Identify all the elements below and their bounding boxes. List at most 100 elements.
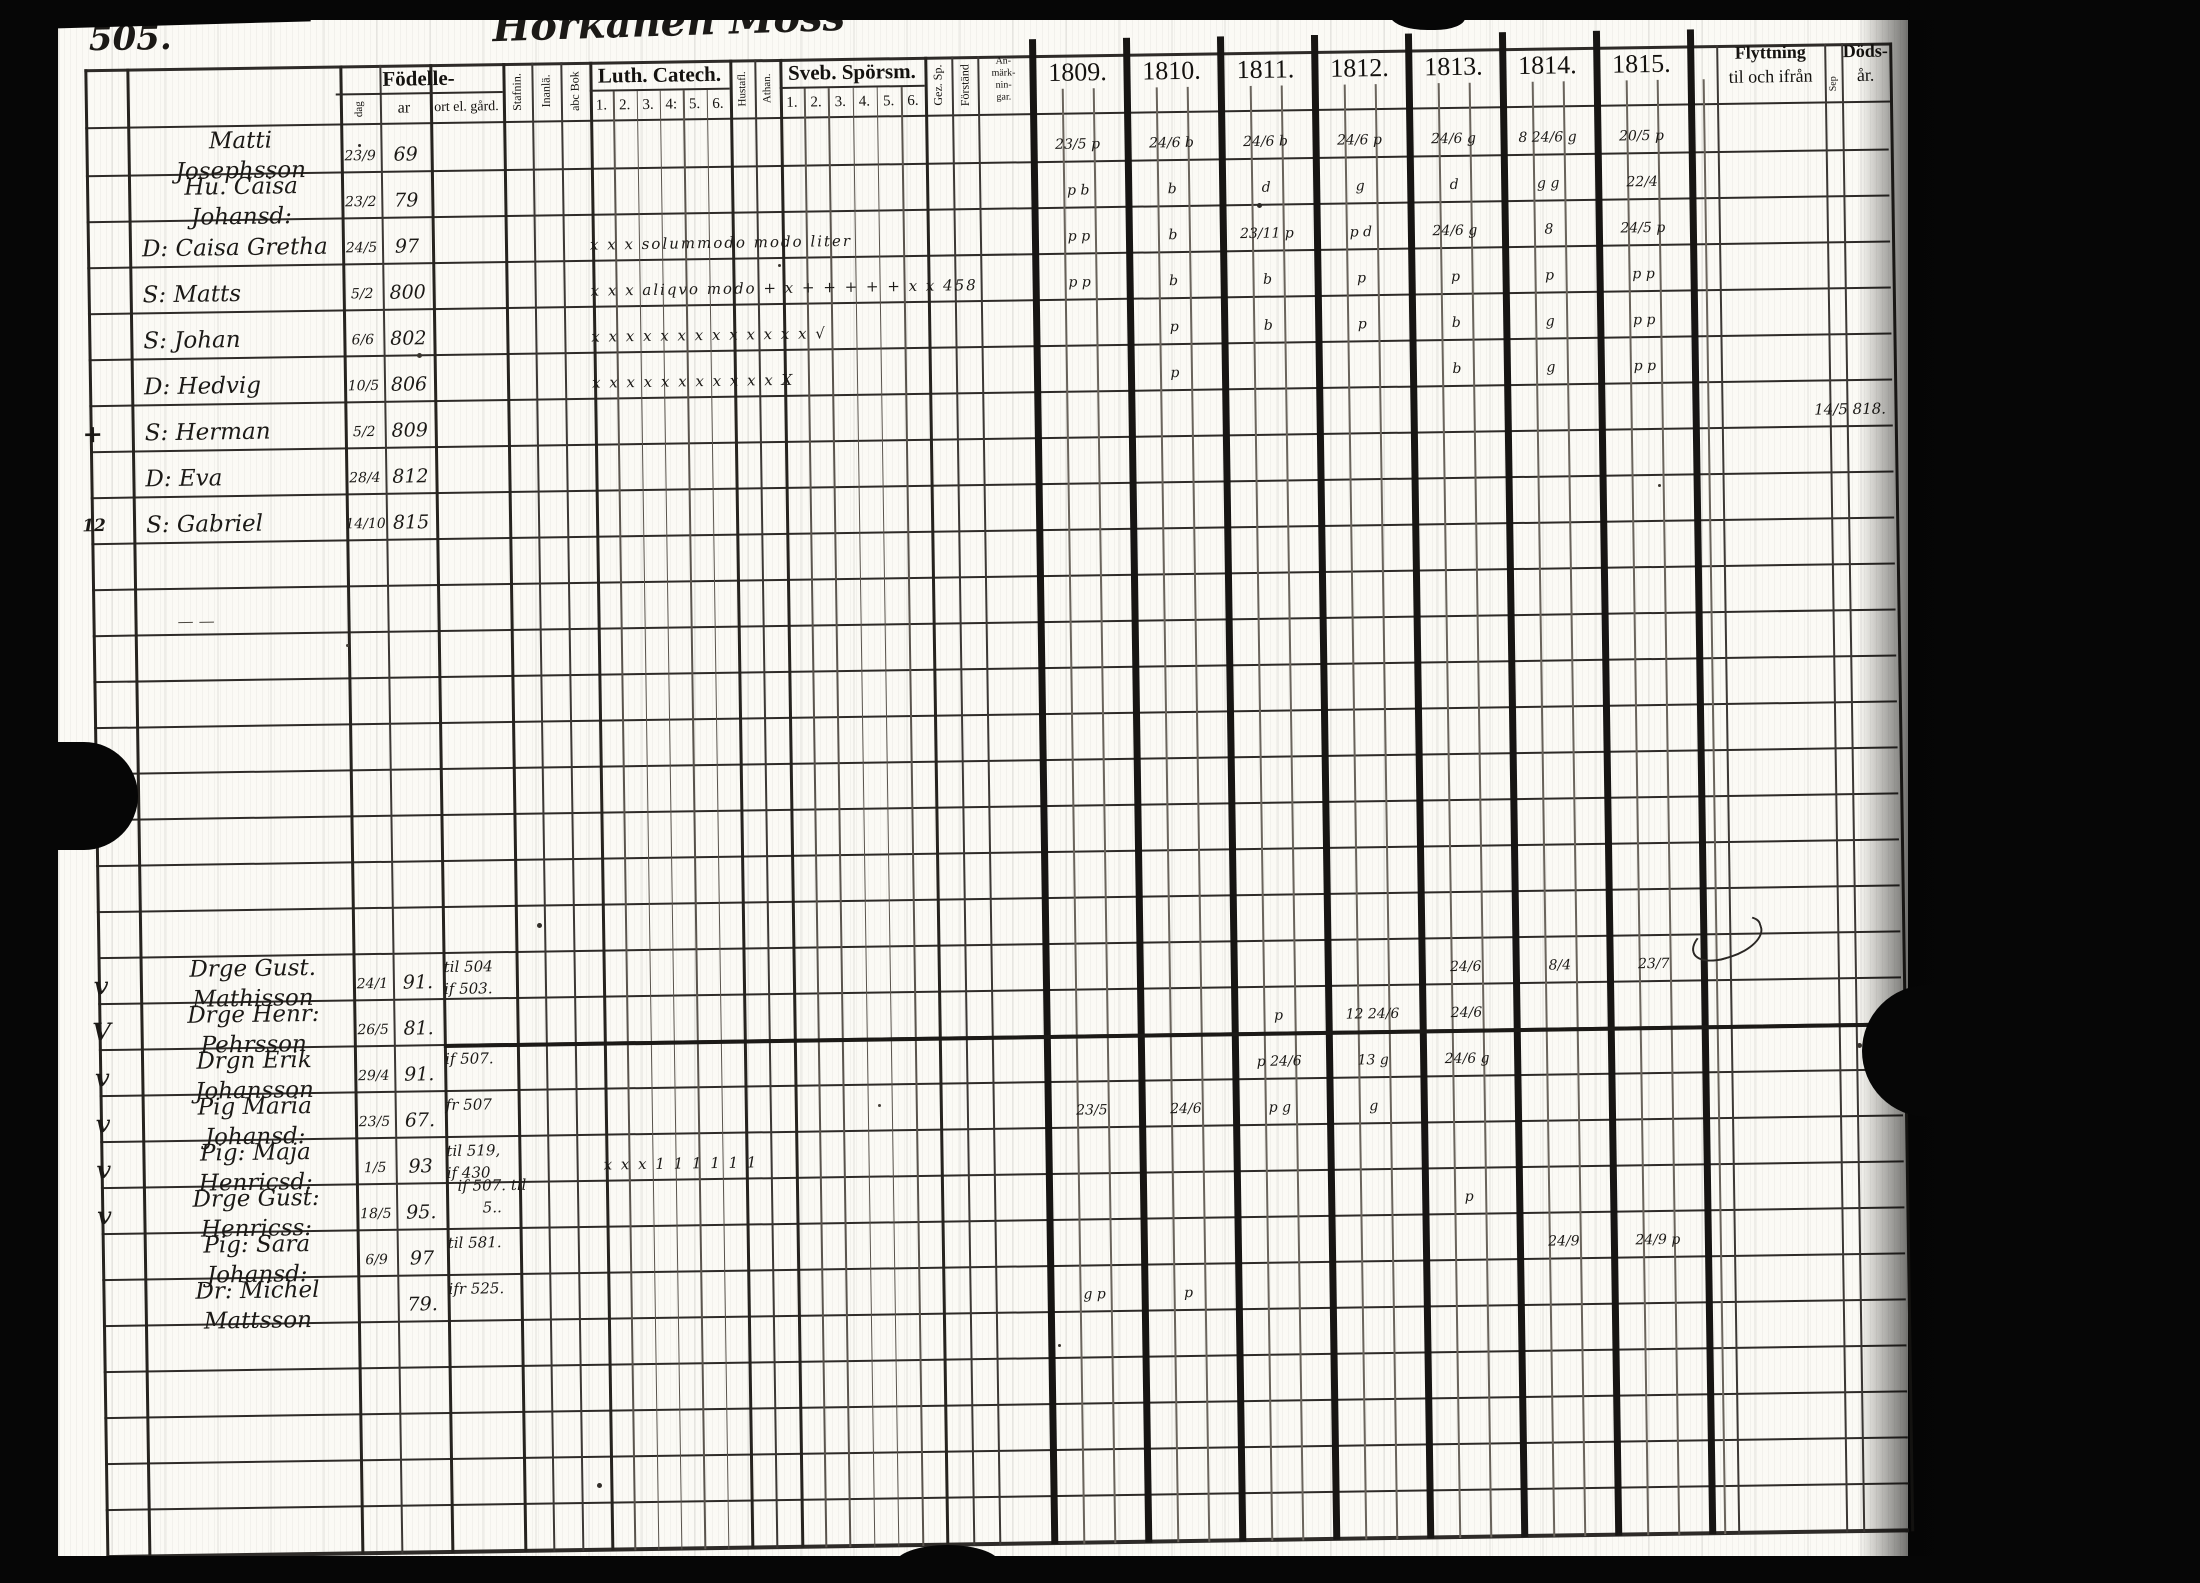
birth-year: 79 — [394, 189, 419, 212]
anmarkningar-label-line: gar. — [996, 91, 1012, 103]
year-subcolumn-rule — [1155, 87, 1179, 1543]
row-rule — [94, 700, 1897, 730]
birth-day: 26/5 — [357, 1021, 389, 1039]
luth-number: 3. — [642, 96, 654, 113]
margin-check-mark: V — [92, 1016, 112, 1047]
birth-day: 10/5 — [347, 377, 380, 395]
parish-note-2: if 503. — [443, 979, 493, 999]
column-rule-medium — [560, 62, 585, 1552]
table-bottom-rule — [106, 1528, 1910, 1560]
year-mark: 13 g — [1357, 1052, 1389, 1069]
birth-year: 97 — [394, 235, 420, 258]
year-mark: g — [1369, 1098, 1379, 1115]
sveb-subcolumn-rule — [876, 87, 900, 1547]
person-name: Pig: Sara Johansd: — [203, 1231, 311, 1289]
person-name: Pig: Maja Henricsd: — [198, 1139, 314, 1197]
person-name: S: Gabriel — [145, 510, 264, 539]
year-mark: p — [1273, 1007, 1284, 1024]
year-header: 1811. — [1236, 54, 1295, 85]
birth-day: 5/2 — [352, 423, 376, 441]
year-mark: p — [1170, 365, 1180, 382]
margin-check-mark: v — [93, 971, 109, 1001]
luth-number: 6. — [712, 95, 724, 112]
luth-number: 4: — [665, 96, 678, 113]
person-name: Drge Henr: Pehrsson — [187, 1000, 320, 1059]
birth-day: 1/5 — [363, 1159, 387, 1177]
row-rule — [92, 562, 1895, 592]
year-mark: g — [1545, 313, 1555, 330]
luth-number: 5. — [688, 96, 701, 113]
anmarkningar-label-line: märk- — [991, 67, 1016, 79]
right-edge-shadow — [1858, 0, 1968, 1583]
birth-day: 28/4 — [349, 469, 381, 487]
year-mark: b — [1451, 314, 1461, 331]
person-name: D: Eva — [145, 465, 223, 493]
sveb-number: 6. — [907, 92, 919, 110]
birth-day: 14/10 — [345, 515, 386, 533]
person-name: Drge Gust: Henricss: — [192, 1184, 320, 1243]
year-mark: g — [1355, 178, 1365, 195]
year-subcolumn-rule — [1186, 86, 1210, 1542]
sveb-number: 4. — [858, 93, 871, 110]
birth-year: 95. — [406, 1201, 437, 1224]
year-mark: 8/4 — [1548, 957, 1572, 974]
margin-check-mark: v — [96, 1154, 111, 1185]
left-clamp-blob — [0, 742, 138, 850]
year-mark: b — [1263, 317, 1273, 334]
birth-year: 802 — [390, 327, 427, 350]
year-mark: 8 24/6 g — [1518, 129, 1577, 146]
birth-day: 18/5 — [359, 1205, 392, 1223]
person-name: Hu. Caisa Johansd: — [184, 173, 299, 231]
sveb-subcolumn-rule — [852, 87, 876, 1547]
margin-check-mark: v — [97, 1200, 112, 1231]
year-mark: b — [1167, 181, 1177, 198]
year-mark: 24/6 g — [1432, 222, 1478, 240]
person-name: Pig Maria Johansd: — [197, 1092, 313, 1151]
birth-day: 6/9 — [365, 1251, 388, 1269]
row-rule — [104, 1390, 1908, 1420]
luth-catech-header: Luth. Catech. — [597, 61, 722, 88]
birth-day: 23/2 — [344, 193, 377, 211]
birth-year: 91. — [404, 1063, 435, 1086]
birth-day: 6/6 — [351, 331, 375, 349]
flyttning-header-line: til och ifrån — [1728, 65, 1813, 87]
year-subcolumn-rule — [1656, 79, 1680, 1535]
year-separator-bar — [1592, 30, 1623, 1536]
fodelse-ort-label: ort el. gård. — [434, 99, 499, 116]
fodelse-dag-label: dag — [352, 101, 366, 118]
year-subcolumn-rule — [1061, 88, 1085, 1544]
year-header: 1812. — [1329, 52, 1389, 83]
column-rule-medium — [1716, 45, 1741, 1534]
year-subcolumn-rule — [1531, 81, 1555, 1537]
year-mark: p — [1464, 1188, 1474, 1205]
row-rule — [92, 608, 1896, 638]
year-mark: 23/5 p — [1055, 136, 1101, 153]
catechism-marks: x x x x x x x x x x x X — [591, 370, 795, 392]
year-header: 1810. — [1142, 55, 1201, 86]
year-header: 1814. — [1517, 50, 1577, 80]
year-mark: 8 — [1544, 221, 1554, 238]
row-rule — [96, 884, 1900, 914]
sveb-sporsm-header: Sveb. Spörsm. — [787, 58, 917, 85]
sveb-number: 3. — [834, 93, 847, 111]
row-rule — [94, 746, 1898, 776]
read-skill-column-label: Stafnin. — [509, 72, 524, 111]
year-mark: b — [1452, 360, 1462, 377]
birth-year: 815 — [392, 511, 430, 534]
year-header: 1809. — [1048, 57, 1107, 87]
row-rule — [96, 838, 1899, 868]
parish-note: ifr 525. — [448, 1279, 505, 1298]
row-rule — [105, 1436, 1908, 1466]
top-smudge — [1390, 0, 1465, 30]
year-header: 1813. — [1423, 51, 1483, 82]
fodelse-header: Födelle- — [382, 65, 455, 91]
year-separator-bar — [1122, 37, 1153, 1543]
person-name: Drge Gust. Mathisson — [189, 954, 317, 1013]
year-mark: g p — [1083, 1286, 1106, 1303]
year-mark: 24/6 — [1449, 958, 1482, 976]
column-rule-major — [429, 64, 454, 1553]
parish-note: til 581. — [447, 1233, 502, 1252]
margin-check-mark: + — [82, 419, 103, 449]
birth-year: 93 — [408, 1155, 433, 1178]
year-subcolumn-rule — [1468, 82, 1492, 1538]
